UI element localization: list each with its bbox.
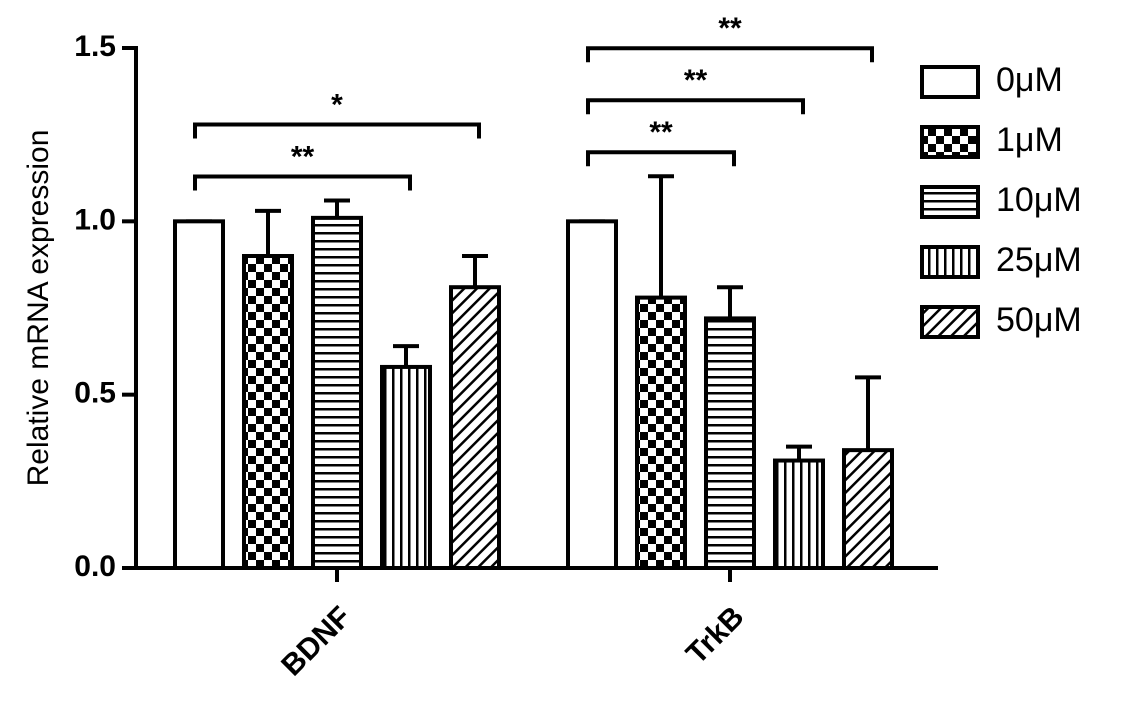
- significance-bracket: [586, 98, 805, 115]
- legend-label: 50μM: [996, 301, 1082, 339]
- y-tick-label: 0.5: [74, 377, 116, 410]
- bar: [635, 295, 687, 570]
- legend-label: 25μM: [996, 241, 1082, 279]
- significance-label: **: [649, 116, 673, 149]
- legend-swatch: [920, 125, 980, 159]
- bar: [449, 285, 501, 570]
- bar: [566, 219, 618, 570]
- significance-bracket: [193, 122, 481, 139]
- legend-swatch: [920, 245, 980, 279]
- legend-label: 1μM: [996, 121, 1063, 159]
- bar: [242, 254, 294, 570]
- significance-label: **: [684, 64, 708, 97]
- bar: [380, 364, 432, 570]
- legend-label: 10μM: [996, 181, 1082, 219]
- y-tick-label: 1.0: [74, 203, 116, 236]
- legend-swatch: [920, 185, 980, 219]
- legend-swatch: [920, 65, 980, 99]
- bar: [311, 215, 363, 570]
- y-tick-label: 0.0: [74, 550, 116, 583]
- significance-bracket: [193, 174, 412, 191]
- y-axis-label: Relative mRNA expression: [22, 130, 55, 487]
- x-tick-label: TrkB: [680, 600, 751, 671]
- significance-bracket: [586, 46, 874, 63]
- legend-swatch: [920, 305, 980, 339]
- y-tick-label: 1.5: [74, 30, 116, 63]
- significance-bracket: [586, 150, 736, 167]
- bar: [842, 448, 894, 570]
- bar: [773, 458, 825, 570]
- significance-label: **: [291, 140, 315, 173]
- legend-label: 0μM: [996, 61, 1063, 99]
- bar: [173, 219, 225, 570]
- x-tick-label: BDNF: [275, 600, 357, 682]
- significance-label: **: [718, 12, 742, 45]
- significance-label: *: [331, 88, 343, 121]
- bar: [704, 316, 756, 570]
